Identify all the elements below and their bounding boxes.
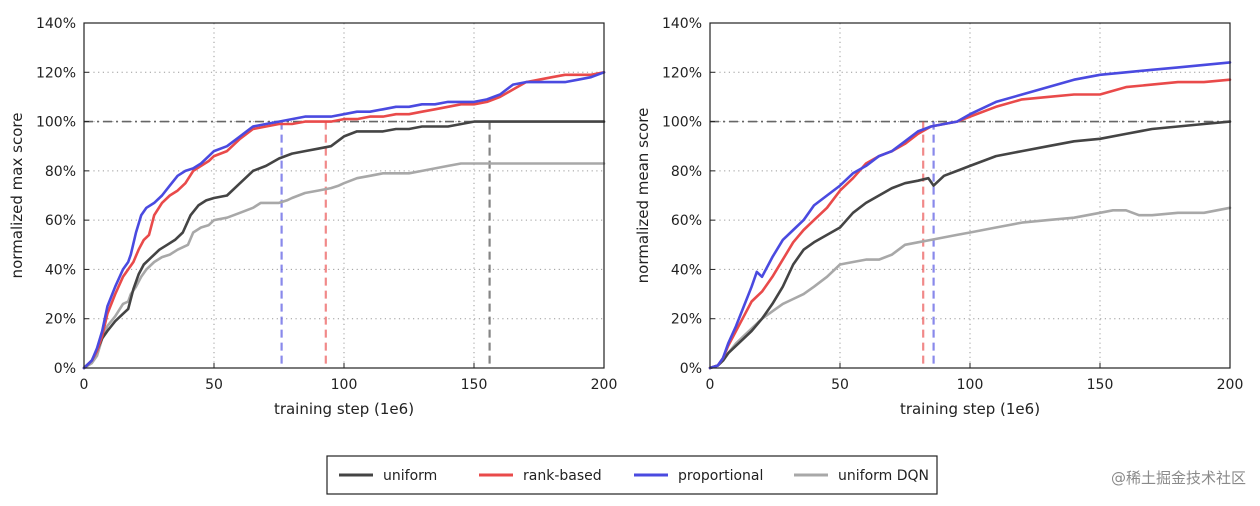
y-tick-label: 20% <box>45 312 76 328</box>
series-line-uniform <box>82 120 606 370</box>
legend: uniform rank-based proportional uniform DQN <box>326 455 938 495</box>
x-tick-label: 50 <box>205 377 223 393</box>
legend-label: rank-based <box>523 468 602 484</box>
series-line-rank-based <box>82 71 606 370</box>
series-line-proportional <box>708 61 1232 370</box>
x-axis-title: training step (1e6) <box>900 400 1040 418</box>
y-tick-label: 120% <box>36 65 76 81</box>
legend-box <box>326 455 938 495</box>
x-tick-label: 100 <box>957 377 984 393</box>
x-tick-label: 200 <box>591 377 618 393</box>
series-line-uniform <box>708 120 1232 370</box>
y-tick-label: 40% <box>671 262 702 278</box>
y-tick-label: 60% <box>45 213 76 229</box>
y-tick-label: 120% <box>662 65 702 81</box>
x-tick-label: 200 <box>1217 377 1244 393</box>
y-axis-title: normalized mean score <box>634 108 652 284</box>
mean-score-chart: 0 50 100 150 200 0% 20% 40% 60% 80% 100% 120% 140% tr… <box>634 16 1243 418</box>
watermark-text: @稀土掘金技术社区 <box>1110 469 1246 487</box>
x-tick-label: 0 <box>80 377 89 393</box>
series-line-uniform-dqn <box>708 206 1232 370</box>
series-line-proportional <box>82 71 606 370</box>
y-tick-label: 60% <box>671 213 702 229</box>
y-tick-label: 40% <box>45 262 76 278</box>
y-tick-label: 140% <box>36 16 76 32</box>
x-tick-label: 100 <box>331 377 358 393</box>
x-tick-label: 150 <box>461 377 488 393</box>
y-tick-label: 20% <box>671 312 702 328</box>
y-tick-label: 0% <box>54 361 76 377</box>
x-tick-label: 50 <box>831 377 849 393</box>
y-tick-label: 0% <box>680 361 702 377</box>
legend-label: uniform DQN <box>838 468 929 484</box>
y-tick-label: 100% <box>662 115 702 131</box>
y-axis-title: normalized max score <box>8 113 26 279</box>
y-tick-label: 140% <box>662 16 702 32</box>
x-tick-label: 0 <box>706 377 715 393</box>
x-tick-label: 150 <box>1087 377 1114 393</box>
y-tick-label: 100% <box>36 115 76 131</box>
max-score-chart: 0 50 100 150 200 0% 20% 40% 60% 80% 100% 120% 140% tr… <box>8 16 617 418</box>
legend-label: proportional <box>678 468 763 484</box>
y-tick-label: 80% <box>671 164 702 180</box>
legend-label: uniform <box>383 468 437 484</box>
x-axis-title: training step (1e6) <box>274 400 414 418</box>
y-tick-label: 80% <box>45 164 76 180</box>
